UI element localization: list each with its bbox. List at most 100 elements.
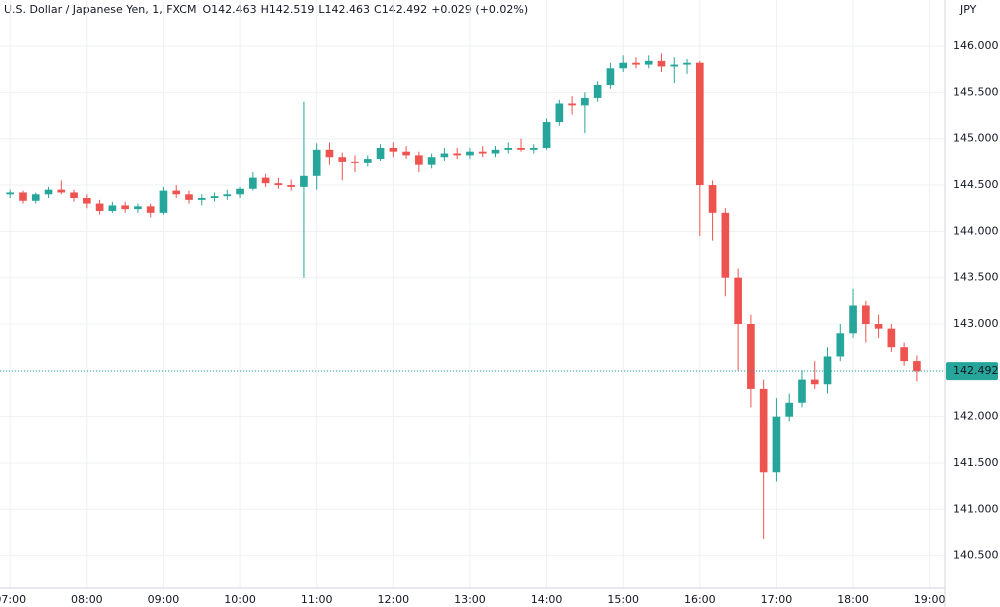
y-tick-label: 143.500 <box>953 271 999 284</box>
y-tick-label: 144.500 <box>953 178 999 191</box>
x-tick-label: 18:00 <box>837 593 869 606</box>
candle-body <box>874 324 883 329</box>
y-tick-label: 142.000 <box>953 410 999 423</box>
candle-body <box>747 324 755 389</box>
candle-body <box>657 60 666 67</box>
candle-body <box>836 333 845 357</box>
y-tick-label: 141.000 <box>953 502 999 515</box>
x-tick-label: 14:00 <box>531 593 563 606</box>
candle-body <box>427 157 436 165</box>
candle-body <box>734 277 742 325</box>
x-tick-label: 08:00 <box>71 593 103 606</box>
y-tick-label: 141.500 <box>953 456 999 469</box>
candle-body <box>44 189 53 195</box>
candle-body <box>772 416 781 473</box>
candle-body <box>83 198 91 204</box>
candle-body <box>913 361 921 372</box>
candle-body <box>823 356 832 385</box>
candle-body <box>146 206 155 213</box>
y-tick-label: 145.500 <box>953 85 999 98</box>
y-tick-label: 144.000 <box>953 224 999 237</box>
candle-body <box>798 379 806 403</box>
x-tick-label: 13:00 <box>454 593 486 606</box>
x-tick-label: 17:00 <box>761 593 793 606</box>
candle-body <box>542 122 551 148</box>
candle-body <box>721 212 730 278</box>
candle-body <box>517 147 525 150</box>
candle-body <box>287 185 295 187</box>
candle-body <box>683 62 691 65</box>
candle-body <box>236 188 244 195</box>
candle-body <box>6 192 15 195</box>
ohlc-value: C142.492 <box>374 3 427 16</box>
ohlc-value: O142.463 <box>202 3 256 16</box>
candle-body <box>759 388 768 473</box>
candle-body <box>581 97 589 106</box>
x-tick-label: 09:00 <box>148 593 180 606</box>
candle-body <box>491 149 500 154</box>
candle-body <box>810 379 819 385</box>
candle-body <box>274 183 283 186</box>
candle-body <box>70 192 78 199</box>
y-tick-label: 146.000 <box>953 39 999 52</box>
x-tick-label: 11:00 <box>301 593 333 606</box>
ohlc-value: H142.519 <box>261 3 315 16</box>
candle-body <box>197 198 206 200</box>
candle-body <box>849 305 857 334</box>
candle-body <box>529 147 538 150</box>
candle-body <box>134 206 142 210</box>
candle-body <box>415 155 423 165</box>
candle-body <box>695 62 704 186</box>
candle-body <box>453 153 462 156</box>
candle-body <box>108 205 117 211</box>
candle-body <box>402 151 410 156</box>
x-tick-label: 19:00 <box>914 593 946 606</box>
candle-body <box>504 147 513 150</box>
candle-body <box>210 196 219 199</box>
candle-body <box>644 60 653 65</box>
candle-body <box>389 147 398 152</box>
candle-body <box>632 62 640 65</box>
last-price-badge <box>946 362 998 381</box>
x-tick-label: 10:00 <box>224 593 256 606</box>
candle-body <box>57 189 66 193</box>
candle-body <box>325 149 334 158</box>
candle-body <box>593 84 602 98</box>
candle-body <box>785 402 794 417</box>
candle-body <box>670 64 679 67</box>
candle-body <box>185 194 193 200</box>
chart-title: U.S. Dollar / Japanese Yen, 1, FXCM <box>4 3 196 16</box>
candle-body <box>300 175 308 187</box>
candle-body <box>172 190 181 195</box>
candle-body <box>351 161 359 163</box>
candle-body <box>121 205 129 210</box>
candle-body <box>95 203 104 211</box>
candle-body <box>363 159 372 163</box>
x-tick-label: 16:00 <box>684 593 716 606</box>
candle-body <box>223 194 232 197</box>
candle-body <box>555 103 564 123</box>
candle-body <box>159 190 168 213</box>
ohlc-value: +0.029 (+0.02%) <box>431 3 528 16</box>
candle-body <box>440 153 449 158</box>
ohlc-value: L142.463 <box>318 3 370 16</box>
candle-body <box>249 177 257 189</box>
candle-body <box>887 328 896 348</box>
candle-body <box>19 192 27 201</box>
currency-label: JPY <box>959 3 977 16</box>
candle-body <box>606 68 615 85</box>
y-tick-label: 145.000 <box>953 132 999 145</box>
candle-body <box>478 151 487 154</box>
last-price-label: 142.492 <box>953 364 999 377</box>
candle-body <box>312 149 321 176</box>
y-tick-label: 140.500 <box>953 549 999 562</box>
candle-body <box>31 194 40 201</box>
candle-body <box>466 151 474 156</box>
x-tick-label: 07:00 <box>0 593 26 606</box>
x-tick-label: 15:00 <box>607 593 639 606</box>
candle-body <box>619 62 628 69</box>
candle-body <box>261 177 270 184</box>
candle-body <box>376 147 385 160</box>
candle-body <box>861 305 870 325</box>
